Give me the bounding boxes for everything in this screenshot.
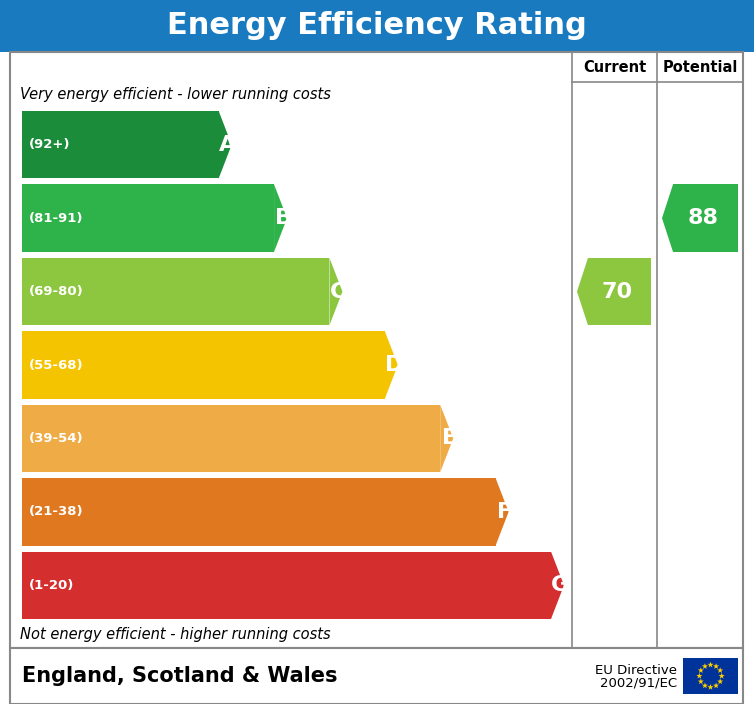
- Bar: [22, 184, 274, 252]
- Polygon shape: [495, 478, 509, 546]
- Polygon shape: [697, 667, 704, 673]
- Text: (69-80): (69-80): [29, 285, 84, 298]
- Polygon shape: [719, 673, 725, 679]
- Text: Current: Current: [583, 60, 646, 75]
- Text: England, Scotland & Wales: England, Scotland & Wales: [22, 666, 338, 686]
- Polygon shape: [274, 184, 287, 252]
- Bar: [22, 405, 440, 472]
- Polygon shape: [696, 673, 703, 679]
- Text: F: F: [497, 502, 512, 522]
- Polygon shape: [385, 332, 398, 398]
- Bar: [588, 258, 651, 325]
- Text: (81-91): (81-91): [29, 212, 84, 225]
- Text: Very energy efficient - lower running costs: Very energy efficient - lower running co…: [20, 87, 331, 103]
- Polygon shape: [702, 663, 708, 669]
- Text: B: B: [274, 208, 292, 228]
- Bar: [0, 0, 754, 52]
- Text: (39-54): (39-54): [29, 432, 84, 445]
- Text: Not energy efficient - higher running costs: Not energy efficient - higher running co…: [20, 627, 330, 643]
- Polygon shape: [717, 667, 723, 673]
- Text: E: E: [442, 429, 457, 448]
- Polygon shape: [713, 682, 719, 689]
- Bar: [22, 111, 219, 178]
- Bar: [22, 332, 385, 398]
- Text: EU Directive: EU Directive: [595, 663, 677, 677]
- Text: 2002/91/EC: 2002/91/EC: [600, 677, 677, 689]
- Text: Energy Efficiency Rating: Energy Efficiency Rating: [167, 11, 587, 41]
- Polygon shape: [577, 258, 588, 325]
- Text: (92+): (92+): [29, 138, 71, 151]
- Polygon shape: [219, 111, 231, 178]
- Bar: [22, 478, 495, 546]
- Polygon shape: [440, 405, 453, 472]
- Text: G: G: [551, 575, 569, 596]
- Text: C: C: [330, 282, 347, 301]
- Bar: [683, 658, 738, 694]
- Text: D: D: [385, 355, 403, 375]
- Text: A: A: [219, 134, 237, 155]
- Bar: [10, 648, 743, 704]
- Text: (1-20): (1-20): [29, 579, 75, 592]
- Polygon shape: [697, 679, 704, 684]
- Text: 88: 88: [688, 208, 719, 228]
- Polygon shape: [717, 679, 723, 684]
- Text: Potential: Potential: [662, 60, 737, 75]
- Bar: [673, 184, 738, 252]
- Polygon shape: [713, 663, 719, 669]
- Bar: [10, 52, 743, 648]
- Polygon shape: [707, 662, 713, 667]
- Polygon shape: [662, 184, 673, 252]
- Bar: [22, 551, 551, 619]
- Text: (55-68): (55-68): [29, 358, 84, 372]
- Polygon shape: [551, 551, 564, 619]
- Text: 70: 70: [602, 282, 633, 301]
- Polygon shape: [329, 258, 342, 325]
- Polygon shape: [707, 684, 713, 690]
- Text: (21-38): (21-38): [29, 505, 84, 518]
- Bar: [22, 258, 329, 325]
- Polygon shape: [702, 682, 708, 689]
